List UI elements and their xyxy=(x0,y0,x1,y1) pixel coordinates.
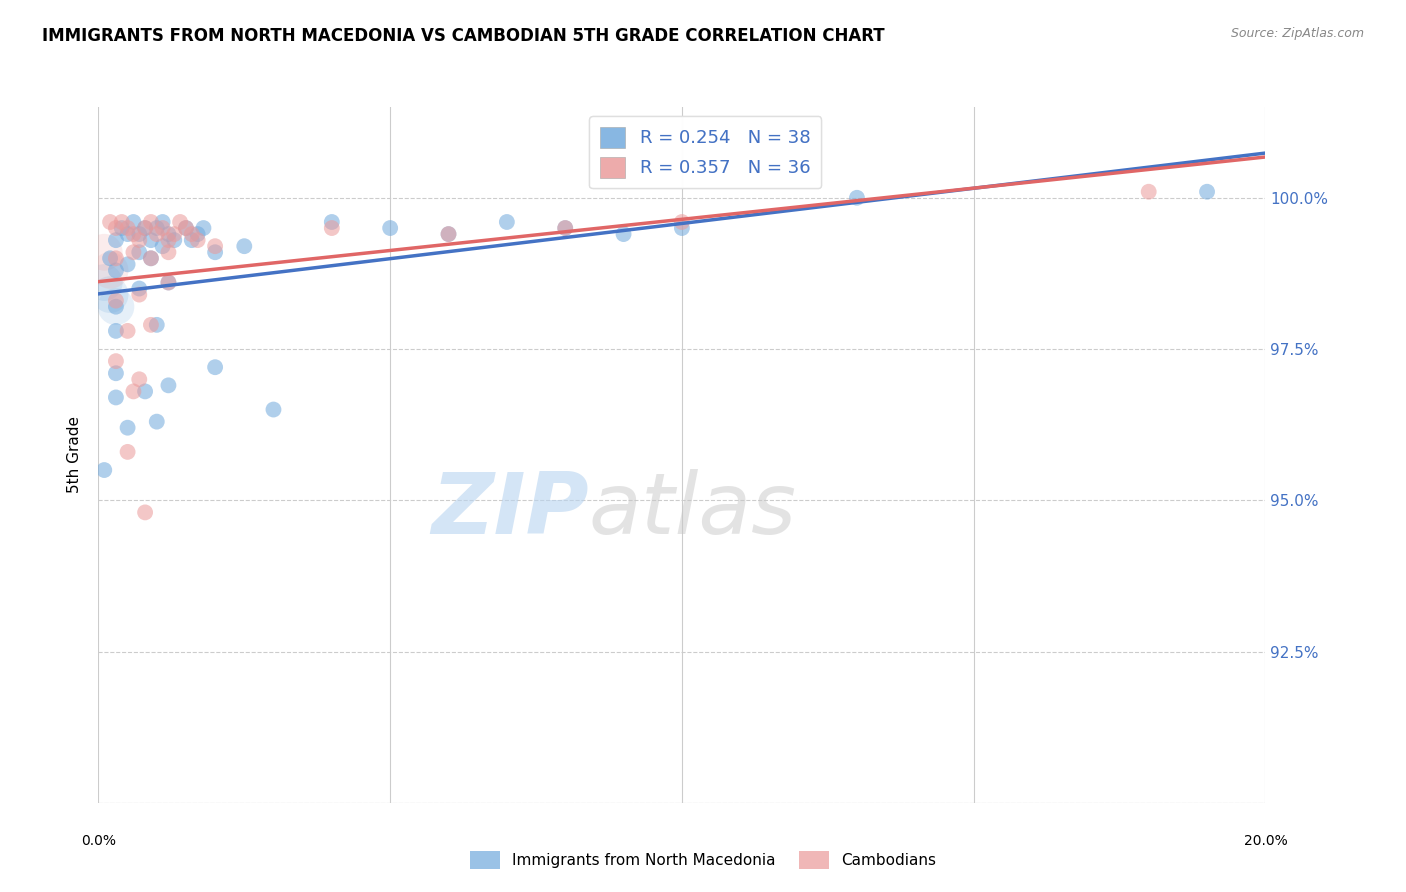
Point xyxy=(262,402,284,417)
Point xyxy=(128,281,150,295)
Point xyxy=(495,215,517,229)
Point xyxy=(1137,185,1160,199)
Text: 20.0%: 20.0% xyxy=(1243,834,1288,848)
Point xyxy=(122,227,145,241)
Point xyxy=(134,505,156,519)
Point xyxy=(104,233,127,247)
Point xyxy=(204,239,226,253)
Point xyxy=(104,293,127,308)
Point xyxy=(146,221,169,235)
Point xyxy=(554,221,576,235)
Point xyxy=(845,191,868,205)
Point xyxy=(174,221,197,235)
Point xyxy=(117,221,139,235)
Legend: Immigrants from North Macedonia, Cambodians: Immigrants from North Macedonia, Cambodi… xyxy=(464,845,942,875)
Point xyxy=(146,227,169,241)
Point xyxy=(134,221,156,235)
Point xyxy=(671,215,693,229)
Point xyxy=(193,221,215,235)
Text: atlas: atlas xyxy=(589,469,797,552)
Point xyxy=(98,215,121,229)
Text: ZIP: ZIP xyxy=(430,469,589,552)
Point xyxy=(93,463,115,477)
Point xyxy=(146,415,169,429)
Point xyxy=(128,227,150,241)
Point xyxy=(163,227,186,241)
Point xyxy=(554,221,576,235)
Point xyxy=(233,239,256,253)
Point xyxy=(187,227,209,241)
Point xyxy=(122,245,145,260)
Point xyxy=(152,239,174,253)
Point xyxy=(104,300,127,314)
Point xyxy=(187,233,209,247)
Point xyxy=(152,215,174,229)
Point xyxy=(134,221,156,235)
Point xyxy=(169,215,191,229)
Point xyxy=(139,252,162,266)
Point xyxy=(152,221,174,235)
Point xyxy=(104,221,127,235)
Point xyxy=(134,384,156,399)
Point xyxy=(117,420,139,434)
Point xyxy=(122,215,145,229)
Point xyxy=(98,287,121,301)
Point xyxy=(612,227,634,241)
Point xyxy=(1195,185,1218,199)
Point xyxy=(180,233,202,247)
Point xyxy=(204,360,226,375)
Point xyxy=(157,227,180,241)
Point xyxy=(117,324,139,338)
Point xyxy=(93,276,115,290)
Point xyxy=(111,221,134,235)
Point xyxy=(157,245,180,260)
Point xyxy=(163,233,186,247)
Point xyxy=(128,287,150,301)
Point xyxy=(139,233,162,247)
Point xyxy=(180,227,202,241)
Text: Source: ZipAtlas.com: Source: ZipAtlas.com xyxy=(1230,27,1364,40)
Point xyxy=(93,245,115,260)
Point xyxy=(117,257,139,271)
Point xyxy=(98,263,121,277)
Point xyxy=(157,276,180,290)
Point xyxy=(104,252,127,266)
Point xyxy=(157,378,180,392)
Point xyxy=(139,318,162,332)
Point xyxy=(437,227,460,241)
Point xyxy=(378,221,402,235)
Point xyxy=(98,252,121,266)
Point xyxy=(139,252,162,266)
Point xyxy=(104,391,127,405)
Point xyxy=(117,227,139,241)
Point xyxy=(321,221,343,235)
Point xyxy=(122,384,145,399)
Point xyxy=(104,354,127,368)
Point xyxy=(104,300,127,314)
Legend: R = 0.254   N = 38, R = 0.357   N = 36: R = 0.254 N = 38, R = 0.357 N = 36 xyxy=(589,116,821,188)
Point xyxy=(157,276,180,290)
Point xyxy=(104,324,127,338)
Text: IMMIGRANTS FROM NORTH MACEDONIA VS CAMBODIAN 5TH GRADE CORRELATION CHART: IMMIGRANTS FROM NORTH MACEDONIA VS CAMBO… xyxy=(42,27,884,45)
Point xyxy=(104,366,127,380)
Point xyxy=(128,233,150,247)
Point xyxy=(174,221,197,235)
Point xyxy=(128,245,150,260)
Point xyxy=(128,372,150,386)
Point xyxy=(437,227,460,241)
Y-axis label: 5th Grade: 5th Grade xyxy=(67,417,83,493)
Point xyxy=(146,318,169,332)
Point xyxy=(104,263,127,277)
Point xyxy=(111,215,134,229)
Point xyxy=(321,215,343,229)
Point xyxy=(139,215,162,229)
Point xyxy=(671,221,693,235)
Text: 0.0%: 0.0% xyxy=(82,834,115,848)
Point xyxy=(157,233,180,247)
Point xyxy=(204,245,226,260)
Point xyxy=(117,445,139,459)
